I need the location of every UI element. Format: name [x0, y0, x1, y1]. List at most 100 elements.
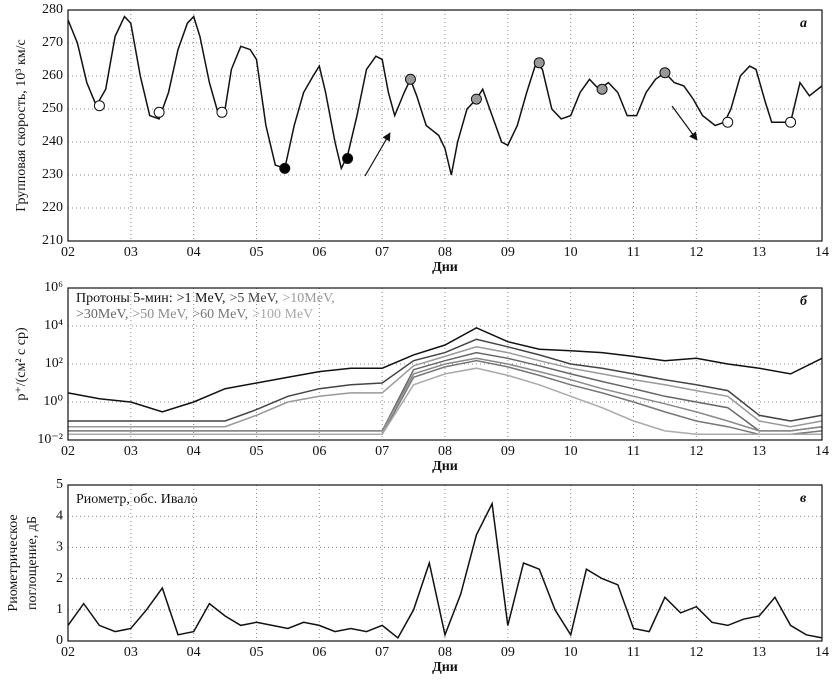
data-line	[68, 357, 823, 432]
x-tick-label: 13	[752, 444, 766, 459]
y-tick-label: 280	[42, 2, 63, 17]
y-tick-label: 3	[56, 540, 63, 555]
panel-label: в	[800, 491, 807, 506]
y-tick-label: 220	[42, 200, 63, 215]
x-tick-label: 06	[312, 245, 326, 260]
panel: 10⁻² 10⁰ 10² 10⁴ 10⁶ 02 03 04 05 06 07 08 09 10 11 12 13…	[14, 280, 829, 474]
x-tick-label: 07	[375, 245, 389, 260]
x-tick-label: 11	[627, 645, 640, 660]
data-line	[68, 338, 823, 422]
y-tick-label: 270	[42, 35, 63, 50]
x-tick-label: 10	[564, 444, 578, 459]
marker	[596, 83, 608, 95]
x-tick-label: 14	[815, 444, 829, 459]
legend-entry: >10MeV,	[282, 291, 334, 306]
panel-label: а	[800, 16, 807, 31]
y-tick-label: 210	[42, 233, 63, 248]
x-tick-label: 12	[689, 444, 703, 459]
x-tick-label: 11	[627, 444, 640, 459]
x-tick-label: 13	[752, 645, 766, 660]
legend-entry: >5 MeV,	[230, 291, 279, 306]
x-tick-label: 07	[375, 444, 389, 459]
x-tick-label: 08	[438, 444, 452, 459]
y-tick-label: 4	[56, 508, 63, 523]
legend-title: Протоны 5-мин:	[76, 291, 173, 306]
x-tick-label: 06	[312, 645, 326, 660]
marker	[659, 67, 671, 79]
x-tick-label: 02	[61, 245, 75, 260]
x-tick-label: 05	[250, 245, 264, 260]
x-tick-label: 05	[250, 444, 264, 459]
data-line	[67, 326, 823, 413]
y-tick-label: 0	[56, 633, 63, 648]
legend-entry: >60 MeV,	[192, 307, 248, 322]
x-tick-label: 02	[61, 645, 75, 660]
marker	[279, 162, 291, 174]
x-tick-label: 06	[312, 444, 326, 459]
x-tick-label: 05	[250, 645, 264, 660]
x-tick-label: 02	[61, 444, 75, 459]
y-tick-label: 10²	[45, 356, 63, 371]
frame	[67, 484, 823, 642]
x-tick-label: 10	[564, 245, 578, 260]
x-tick-label: 04	[187, 645, 201, 660]
marker	[470, 93, 482, 105]
x-tick-label: 03	[124, 245, 138, 260]
y-axis-label: Риометрическое	[6, 514, 21, 611]
marker	[153, 106, 165, 118]
y-tick-label: 10⁰	[43, 394, 63, 409]
x-tick-label: 12	[689, 245, 703, 260]
x-axis-label: Дни	[432, 260, 458, 275]
marker	[216, 106, 228, 118]
legend: >30MeV, >50 MeV, >60 MeV, >100 MeV	[76, 307, 313, 322]
legend: Протоны 5-мин: >1 MeV, >5 MeV, >10MeV,	[76, 291, 335, 306]
data-line	[68, 346, 823, 428]
arrow	[364, 132, 391, 177]
x-tick-label: 03	[124, 444, 138, 459]
legend-entry: >30MeV,	[76, 307, 128, 322]
marker	[785, 116, 797, 128]
x-axis-label: Дни	[432, 660, 458, 675]
annotation: Риометр, обс. Ивало	[76, 492, 198, 507]
y-tick-label: 230	[42, 167, 63, 182]
y-tick-label: 1	[56, 602, 63, 617]
x-tick-label: 08	[438, 645, 452, 660]
y-tick-label: 5	[56, 477, 63, 492]
arrow	[671, 105, 698, 141]
x-axis-label: Дни	[432, 459, 458, 474]
panel-label: б	[800, 294, 808, 309]
marker	[533, 57, 545, 69]
x-tick-label: 13	[752, 245, 766, 260]
x-tick-label: 04	[187, 444, 201, 459]
y-tick-label: 260	[42, 68, 63, 83]
x-tick-label: 04	[187, 245, 201, 260]
x-tick-label: 11	[627, 245, 640, 260]
x-tick-label: 08	[438, 245, 452, 260]
y-tick-label: 250	[42, 101, 63, 116]
y-tick-label: 10⁴	[44, 318, 63, 333]
marker	[722, 116, 734, 128]
x-tick-label: 14	[815, 245, 829, 260]
x-tick-label: 10	[564, 645, 578, 660]
x-tick-label: 09	[501, 245, 515, 260]
x-tick-label: 09	[501, 444, 515, 459]
x-tick-label: 14	[815, 645, 829, 660]
plot-area	[68, 485, 822, 641]
legend-entry: >1 MeV,	[177, 291, 226, 306]
legend-entry: >100 MeV	[252, 307, 313, 322]
marker	[404, 73, 416, 85]
y-tick-label: 2	[56, 571, 63, 586]
y-axis-label: поглощение, дБ	[25, 516, 40, 610]
y-tick-label: 240	[42, 134, 63, 149]
x-tick-label: 09	[501, 645, 515, 660]
x-tick-label: 07	[375, 645, 389, 660]
marker	[342, 153, 354, 164]
y-axis-label: Групповая скорость, 10³ км/с	[14, 39, 29, 211]
data-line	[67, 501, 823, 640]
data-line	[68, 367, 822, 436]
frame	[67, 287, 823, 441]
frame	[67, 9, 823, 242]
x-tick-label: 03	[124, 645, 138, 660]
